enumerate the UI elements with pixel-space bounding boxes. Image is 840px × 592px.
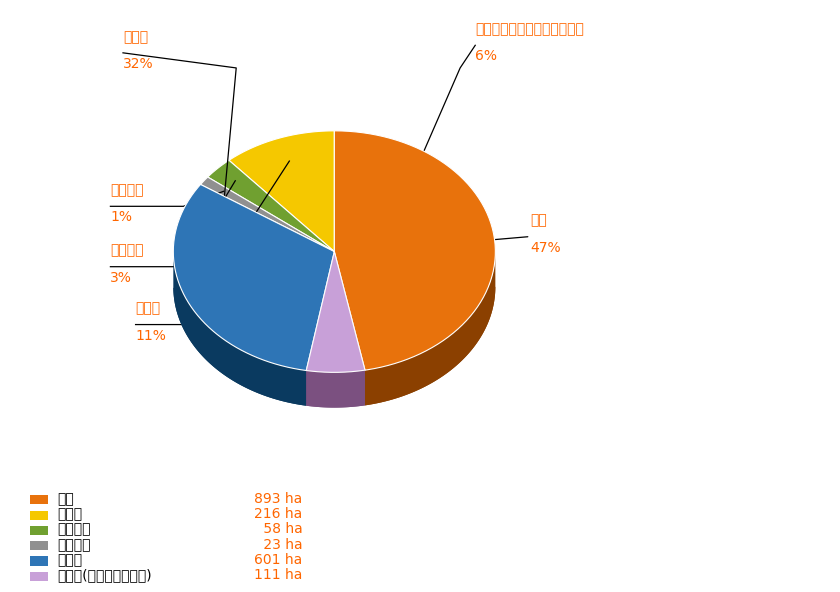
Text: カラマツ: カラマツ <box>58 538 91 552</box>
Text: その他（林道・崩壊地など）: その他（林道・崩壊地など） <box>475 22 584 36</box>
Polygon shape <box>334 287 496 406</box>
Bar <box>30 526 49 535</box>
Polygon shape <box>307 370 365 407</box>
Bar <box>30 541 49 551</box>
Text: 216 ha: 216 ha <box>255 507 302 521</box>
Text: 広葉樹: 広葉樹 <box>123 30 148 44</box>
Polygon shape <box>334 252 365 406</box>
Text: カラマツ: カラマツ <box>110 184 144 197</box>
Polygon shape <box>334 131 496 370</box>
Text: 11%: 11% <box>135 329 166 343</box>
Polygon shape <box>307 287 365 407</box>
Text: 32%: 32% <box>123 57 154 71</box>
Polygon shape <box>334 252 365 406</box>
Polygon shape <box>173 287 334 406</box>
Text: 893 ha: 893 ha <box>255 492 302 506</box>
Text: 広葉樹: 広葉樹 <box>58 553 82 567</box>
Text: 1%: 1% <box>110 210 133 224</box>
Text: アカマツ: アカマツ <box>58 523 91 536</box>
Polygon shape <box>307 252 365 372</box>
Polygon shape <box>173 185 334 371</box>
Text: 23 ha: 23 ha <box>259 538 302 552</box>
Text: スギ: スギ <box>531 214 548 227</box>
Text: ヒノキ: ヒノキ <box>135 301 160 316</box>
Text: アカマツ: アカマツ <box>110 244 144 258</box>
Text: スギ: スギ <box>58 492 74 506</box>
Text: 47%: 47% <box>531 240 561 255</box>
Bar <box>30 556 49 565</box>
Text: ヒノキ: ヒノキ <box>58 507 82 521</box>
Polygon shape <box>307 252 334 406</box>
Polygon shape <box>365 252 496 406</box>
Text: 3%: 3% <box>110 271 132 285</box>
Polygon shape <box>229 131 334 252</box>
Bar <box>30 510 49 520</box>
Polygon shape <box>173 253 307 406</box>
Text: 601 ha: 601 ha <box>255 553 302 567</box>
Bar <box>30 496 49 504</box>
Bar <box>30 572 49 581</box>
Text: 面積合腹1902ha: 面積合腹1902ha <box>336 320 473 340</box>
Text: 6%: 6% <box>475 49 497 63</box>
Text: 111 ha: 111 ha <box>254 568 302 583</box>
Text: その他(林道・崩壊地等): その他(林道・崩壊地等) <box>58 568 152 583</box>
Polygon shape <box>307 252 334 406</box>
Polygon shape <box>207 160 334 252</box>
Polygon shape <box>201 177 334 252</box>
Text: 58 ha: 58 ha <box>259 523 302 536</box>
